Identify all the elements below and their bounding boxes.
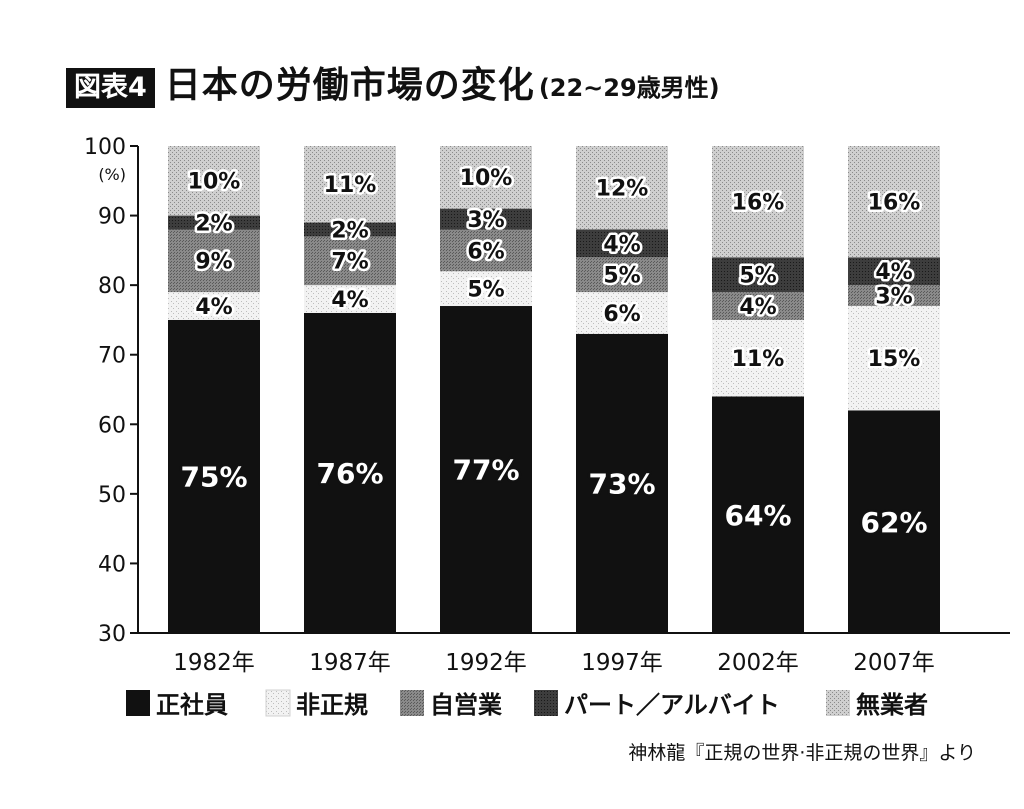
bar-segment-seishain xyxy=(168,319,260,633)
data-label-seishain: 77% xyxy=(452,454,519,487)
bar-segment-seishain xyxy=(712,396,804,633)
data-label-jieigyo: 6% xyxy=(467,239,504,264)
bar-segment-hiseiki xyxy=(168,292,260,320)
x-tick-label: 2007年 xyxy=(853,650,935,676)
data-label-hiseiki: 15% xyxy=(868,347,921,372)
bar-segment-part-arubaito xyxy=(712,257,804,293)
data-label-jieigyo: 5% xyxy=(603,264,640,289)
data-label-part-arubaito: 4% xyxy=(603,232,640,257)
data-label-part-arubaito: 3% xyxy=(467,208,504,233)
bar-segment-part-arubaito xyxy=(848,257,940,286)
bar-segment-hiseiki xyxy=(440,271,532,307)
legend-swatch-part-arubaito xyxy=(534,690,558,716)
data-label-jieigyo: 3% xyxy=(875,284,912,309)
y-tick-label: 60 xyxy=(98,413,126,438)
y-tick-label: 50 xyxy=(98,483,126,508)
data-label-part-arubaito: 2% xyxy=(195,211,232,236)
bar-segment-jieigyo xyxy=(440,229,532,272)
bar-segment-jieigyo xyxy=(848,285,940,307)
bar-segment-hiseiki xyxy=(848,306,940,411)
x-tick-label: 1992年 xyxy=(445,650,527,676)
data-label-mugyosha: 16% xyxy=(732,191,785,216)
bar-segment-mugyosha xyxy=(304,146,396,223)
bar-segment-mugyosha xyxy=(576,146,668,230)
data-label-mugyosha: 11% xyxy=(324,173,377,198)
chart-subtitle: (22~29歳男性) xyxy=(538,74,720,102)
figure-badge: 図表4 xyxy=(66,68,155,108)
data-label-hiseiki: 11% xyxy=(732,347,785,372)
data-label-mugyosha: 10% xyxy=(460,166,513,191)
chart-title: 日本の労働市場の変化 xyxy=(164,65,535,106)
data-label-mugyosha: 16% xyxy=(868,191,921,216)
data-label-seishain: 75% xyxy=(180,461,247,494)
data-label-hiseiki: 4% xyxy=(195,295,232,320)
bar-segment-hiseiki xyxy=(712,319,804,397)
bars xyxy=(168,146,940,633)
legend-label-jieigyo: 自営業 xyxy=(430,691,502,719)
bar-segment-hiseiki xyxy=(576,292,668,334)
x-axis-labels: 1982年 1987年 1992年 1997年 2002年 2007年 xyxy=(173,650,935,676)
bar-segment-part-arubaito xyxy=(304,222,396,237)
bar-segment-part-arubaito xyxy=(168,215,260,230)
bar-segment-seishain xyxy=(440,306,532,633)
bar-segment-mugyosha xyxy=(440,146,532,209)
legend-label-mugyosha: 無業者 xyxy=(856,691,928,719)
legend-swatch-jieigyo xyxy=(400,690,424,716)
y-tick-label: 30 xyxy=(98,622,126,647)
legend-label-part-arubaito: パート／アルバイト xyxy=(564,691,780,719)
data-label-seishain: 73% xyxy=(588,468,655,501)
data-label-seishain: 64% xyxy=(724,499,791,532)
data-label-jieigyo: 9% xyxy=(195,250,232,275)
data-label-hiseiki: 5% xyxy=(467,278,504,303)
data-label-jieigyo: 4% xyxy=(739,295,776,320)
legend-swatch-seishain xyxy=(126,690,150,716)
bar-segment-mugyosha xyxy=(712,146,804,258)
bar-segment-mugyosha xyxy=(168,146,260,216)
x-tick-label: 1987年 xyxy=(309,650,391,676)
bar-segment-part-arubaito xyxy=(576,229,668,258)
bar-segment-jieigyo xyxy=(304,236,396,286)
y-tick-label: 40 xyxy=(98,552,126,577)
data-labels: 75% 4% 9% 2% 10% 76% 4% 7% 2% 11% 77% 5% 6% 3% 10% 73% 6… xyxy=(178,164,930,542)
data-label-hiseiki: 6% xyxy=(603,302,640,327)
data-label-part-arubaito: 5% xyxy=(739,264,776,289)
legend-swatch-mugyosha xyxy=(826,690,850,716)
legend-swatch-hiseiki xyxy=(265,689,291,717)
data-label-seishain: 62% xyxy=(860,506,927,539)
bar-segment-jieigyo xyxy=(712,292,804,320)
bar-segment-part-arubaito xyxy=(440,208,532,230)
data-label-part-arubaito: 4% xyxy=(875,260,912,285)
bar-segment-seishain xyxy=(576,333,668,633)
data-label-seishain: 76% xyxy=(316,457,383,490)
y-tick-label: 100 xyxy=(84,135,126,160)
data-label-jieigyo: 7% xyxy=(331,250,368,275)
source-note: 神林龍『正規の世界·非正規の世界』より xyxy=(628,742,976,764)
x-tick-label: 2002年 xyxy=(717,650,799,676)
y-axis-unit: (%) xyxy=(98,165,126,184)
y-tick-label: 80 xyxy=(98,274,126,299)
data-label-hiseiki: 4% xyxy=(331,288,368,313)
legend: 正社員 非正規 自営業 パート／アルバイト 無業者 xyxy=(126,689,928,719)
legend-label-seishain: 正社員 xyxy=(156,691,228,719)
bar-segment-jieigyo xyxy=(168,229,260,293)
chart-header: 図表4 日本の労働市場の変化 (22~29歳男性) xyxy=(66,62,720,108)
bar-segment-seishain xyxy=(304,312,396,633)
x-tick-label: 1997年 xyxy=(581,650,663,676)
x-tick-label: 1982年 xyxy=(173,650,255,676)
bar-segment-hiseiki xyxy=(304,285,396,313)
data-label-mugyosha: 12% xyxy=(596,177,649,202)
data-label-mugyosha: 10% xyxy=(188,170,241,195)
bar-segment-jieigyo xyxy=(576,257,668,293)
y-tick-label: 90 xyxy=(98,205,126,230)
legend-label-hiseiki: 非正規 xyxy=(296,691,368,719)
y-tick-label: 70 xyxy=(98,344,126,369)
data-label-part-arubaito: 2% xyxy=(331,218,368,243)
bar-segment-seishain xyxy=(848,410,940,633)
bar-segment-mugyosha xyxy=(848,146,940,258)
